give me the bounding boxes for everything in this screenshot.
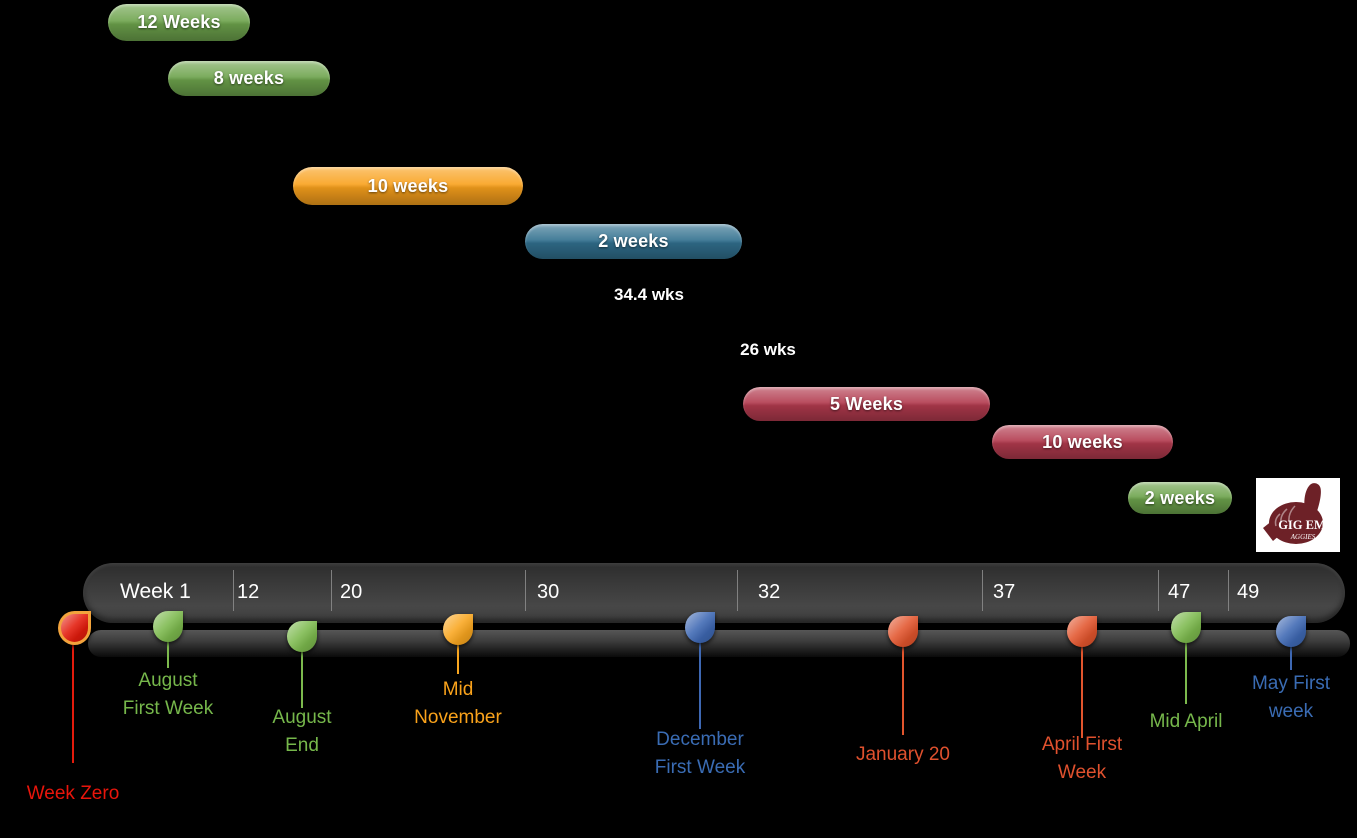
- duration-pill: 12 Weeks: [108, 4, 250, 41]
- pill-label: 2 weeks: [1144, 487, 1216, 508]
- pill-label: 12 Weeks: [137, 12, 221, 32]
- milestone-label-line: End: [285, 735, 319, 756]
- milestone-pin: [1276, 616, 1306, 647]
- milestone-stem: [1081, 645, 1083, 738]
- milestone-label: January 20: [813, 741, 993, 769]
- milestone-label: May First week: [1201, 670, 1357, 726]
- milestone-stem: [167, 640, 169, 668]
- timeline-tick-label: 20: [340, 581, 363, 603]
- duration-pill: 2 weeks: [1128, 482, 1232, 514]
- milestone-label-line: Mid April: [1149, 711, 1223, 732]
- logo-text-gigem: GIG EM: [1278, 518, 1326, 532]
- milestone-stem: [902, 645, 904, 735]
- pill-label: 8 weeks: [213, 68, 285, 88]
- logo-text-aggies: AGGIES: [1290, 533, 1316, 541]
- duration-pill: 2 weeks: [525, 224, 742, 259]
- timeline-divider: [982, 570, 983, 611]
- milestone-pin: [1171, 612, 1201, 643]
- duration-text: 26 wks: [740, 340, 796, 359]
- milestone-pin: [58, 611, 91, 645]
- timeline-divider: [1158, 570, 1159, 611]
- duration-text: 34.4 wks: [614, 285, 684, 304]
- milestone-label-line: April First: [1041, 734, 1123, 755]
- duration-pill: 10 weeks: [293, 167, 523, 205]
- pill-label: 2 weeks: [598, 231, 669, 251]
- pill-label: 10 weeks: [1042, 431, 1123, 452]
- aggies-logo: GIG EM AGGIES: [1256, 478, 1340, 552]
- milestone-stem: [457, 643, 459, 674]
- milestone-pin: [685, 612, 715, 643]
- timeline-divider: [737, 570, 738, 611]
- pill-label: 10 weeks: [367, 175, 449, 196]
- duration-pill: 5 Weeks: [743, 387, 990, 421]
- milestone-label: April First Week: [992, 731, 1172, 787]
- milestone-pin: [443, 614, 473, 645]
- milestone-label: Mid April: [1096, 708, 1276, 736]
- timeline-divider: [331, 570, 332, 611]
- timeline-tick-label: 49: [1237, 581, 1260, 603]
- milestone-pin: [1067, 616, 1097, 647]
- milestone-label-line: August: [138, 670, 198, 691]
- milestone-label: August End: [212, 704, 392, 760]
- milestone-pin: [287, 621, 317, 652]
- timeline-tick-label: Week 1: [120, 580, 191, 603]
- milestone-label-line: First Week: [122, 698, 214, 719]
- milestone-stem: [301, 650, 303, 708]
- milestone-label-line: Mid: [442, 679, 474, 700]
- milestone-label-line: August: [272, 707, 332, 728]
- thumbs-up-icon: GIG EM AGGIES: [1263, 483, 1326, 544]
- timeline-tick-label: 32: [758, 581, 781, 603]
- milestone-label-line: November: [414, 707, 502, 728]
- milestone-stem: [72, 640, 74, 763]
- milestone-label-line: May First: [1251, 673, 1331, 694]
- milestone-label: Mid November: [368, 676, 548, 732]
- milestone-label-line: December: [656, 729, 744, 750]
- milestone-label: Week Zero: [0, 780, 163, 808]
- timeline-tick-label: 47: [1168, 581, 1191, 603]
- timeline-reflection-bar: [88, 630, 1350, 657]
- timeline-tick-label: 30: [537, 581, 560, 603]
- milestone-label-line: First Week: [654, 757, 746, 778]
- milestone-label-line: Week: [1057, 762, 1107, 783]
- milestone-label-line: Week Zero: [26, 783, 120, 804]
- timeline-divider: [1228, 570, 1229, 611]
- milestone-pin: [153, 611, 183, 642]
- timeline-tick-label: 37: [993, 581, 1016, 603]
- milestone-label-line: January 20: [855, 744, 950, 765]
- timeline-tick-label: 12: [237, 581, 260, 603]
- milestone-stem: [699, 641, 701, 729]
- milestone-stem: [1290, 645, 1292, 670]
- milestone-stem: [1185, 641, 1187, 704]
- duration-pill: 10 weeks: [992, 425, 1173, 459]
- milestone-label: December First Week: [610, 726, 790, 782]
- timeline-divider: [233, 570, 234, 611]
- milestone-label-line: week: [1268, 701, 1314, 722]
- milestone-label: August First Week: [78, 667, 258, 723]
- timeline-divider: [525, 570, 526, 611]
- duration-pill: 8 weeks: [168, 61, 330, 96]
- pill-label: 5 Weeks: [829, 393, 904, 414]
- milestone-pin: [888, 616, 918, 647]
